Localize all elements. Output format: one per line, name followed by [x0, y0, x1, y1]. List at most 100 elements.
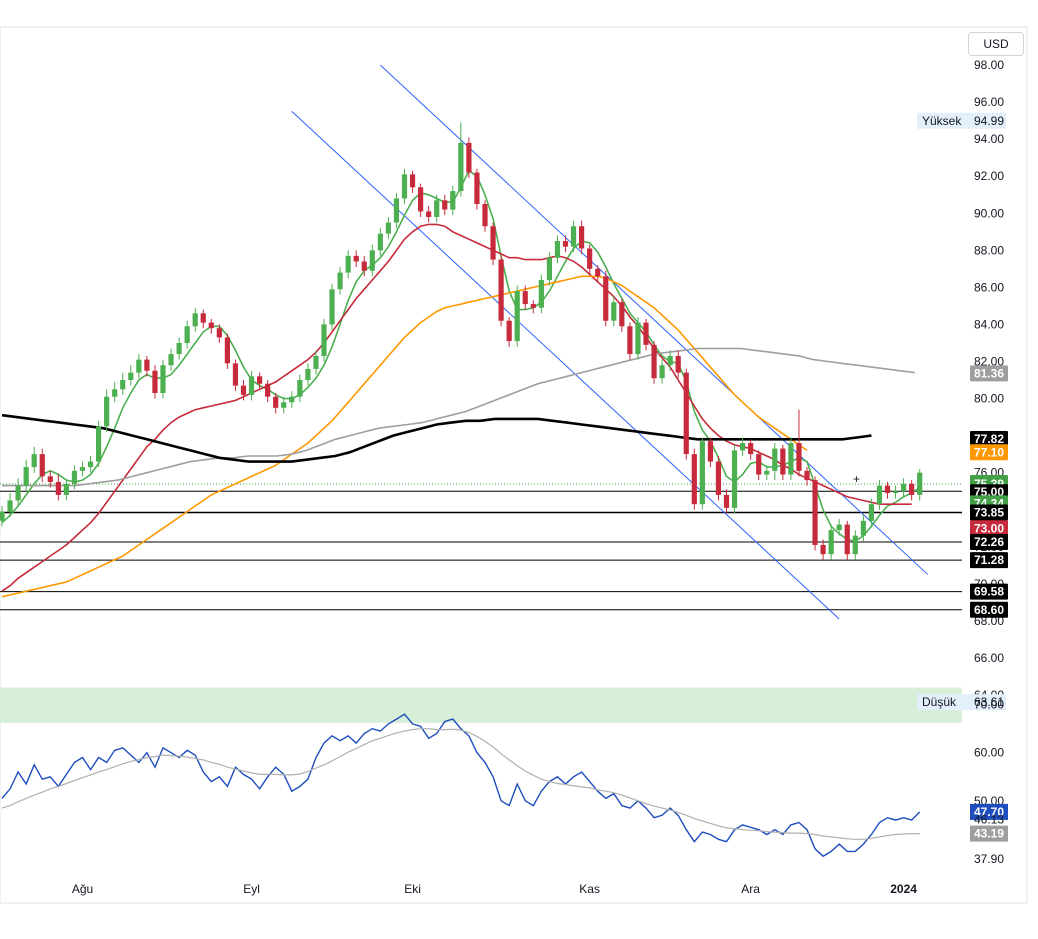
candle[interactable] — [812, 476, 818, 551]
candle[interactable] — [289, 391, 295, 408]
candle[interactable] — [7, 493, 13, 518]
candle[interactable] — [466, 137, 472, 179]
candle[interactable] — [208, 318, 214, 334]
rsi-line[interactable] — [1, 713, 921, 858]
ma-fast-line[interactable] — [1, 169, 921, 543]
candle[interactable] — [265, 380, 271, 403]
candle[interactable] — [868, 498, 874, 527]
candle[interactable] — [796, 409, 802, 477]
candle[interactable] — [514, 285, 520, 347]
candle[interactable] — [144, 355, 150, 377]
channel-line-1[interactable] — [291, 111, 840, 620]
candle[interactable] — [595, 265, 601, 282]
candle[interactable] — [305, 363, 311, 386]
support-zone[interactable] — [0, 687, 962, 723]
candle[interactable] — [377, 228, 383, 256]
candle[interactable] — [71, 465, 78, 490]
candle[interactable] — [715, 455, 722, 501]
ma-black-line[interactable] — [1, 413, 872, 463]
candle[interactable] — [112, 381, 118, 403]
candle[interactable] — [409, 170, 416, 193]
candle[interactable] — [361, 255, 367, 277]
candle[interactable] — [96, 420, 102, 468]
candle[interactable] — [667, 350, 673, 371]
candle[interactable] — [490, 222, 496, 266]
candle[interactable] — [892, 485, 899, 499]
candle[interactable] — [15, 478, 21, 507]
channel-line-0[interactable] — [380, 64, 929, 575]
candle[interactable] — [55, 474, 61, 501]
candle[interactable] — [603, 270, 609, 327]
candle[interactable] — [876, 480, 883, 510]
candle[interactable] — [691, 448, 697, 510]
candle[interactable] — [852, 530, 858, 560]
candle[interactable] — [136, 354, 142, 379]
candle[interactable] — [434, 194, 440, 223]
candle[interactable] — [160, 359, 166, 399]
candle[interactable] — [232, 359, 239, 392]
candle[interactable] — [740, 437, 746, 456]
candle[interactable] — [482, 200, 488, 232]
candle[interactable] — [192, 307, 198, 332]
candle[interactable] — [506, 317, 512, 347]
candle[interactable] — [47, 470, 53, 488]
candle[interactable] — [458, 122, 464, 197]
candle[interactable] — [273, 392, 279, 414]
candle[interactable] — [418, 183, 424, 217]
candle[interactable] — [828, 524, 834, 560]
candle[interactable] — [627, 322, 633, 360]
candle[interactable] — [909, 480, 915, 501]
candle[interactable] — [619, 298, 625, 332]
candle[interactable] — [772, 443, 778, 481]
candle[interactable] — [200, 309, 206, 329]
currency-button[interactable]: USD — [968, 32, 1024, 56]
candle[interactable] — [748, 439, 754, 460]
candle[interactable] — [442, 194, 448, 216]
candle[interactable] — [345, 250, 351, 279]
candle[interactable] — [530, 300, 536, 314]
candle[interactable] — [756, 450, 762, 481]
candle[interactable] — [538, 274, 544, 314]
candle[interactable] — [820, 539, 826, 560]
candle[interactable] — [675, 350, 681, 379]
candle[interactable] — [917, 468, 923, 501]
candle[interactable] — [184, 320, 190, 349]
candle[interactable] — [281, 396, 287, 414]
candle[interactable] — [248, 370, 255, 401]
candle[interactable] — [611, 296, 617, 327]
candle[interactable] — [0, 506, 5, 527]
candle[interactable] — [788, 437, 794, 481]
candle[interactable] — [498, 255, 504, 327]
ma-mid-line[interactable] — [1, 223, 912, 592]
candle[interactable] — [901, 478, 907, 497]
candle[interactable] — [651, 341, 657, 384]
candle[interactable] — [699, 437, 705, 510]
candle[interactable] — [587, 244, 593, 275]
candle[interactable] — [152, 365, 158, 399]
ma-orange-line[interactable] — [1, 275, 808, 598]
candle[interactable] — [579, 220, 585, 255]
candle[interactable] — [554, 235, 561, 264]
candle[interactable] — [426, 205, 432, 223]
candle[interactable] — [31, 446, 37, 473]
candle[interactable] — [329, 283, 335, 331]
candle[interactable] — [353, 250, 359, 268]
candle[interactable] — [570, 220, 577, 253]
candle[interactable] — [240, 380, 247, 401]
ma-gray-line[interactable] — [2, 347, 915, 487]
candle[interactable] — [884, 481, 891, 499]
candle[interactable] — [723, 489, 730, 514]
candle[interactable] — [393, 192, 400, 229]
candle[interactable] — [297, 374, 303, 403]
candle[interactable] — [401, 168, 408, 205]
candle[interactable] — [176, 337, 182, 360]
candle[interactable] — [128, 365, 134, 386]
candle[interactable] — [337, 267, 343, 295]
candle[interactable] — [562, 235, 569, 253]
candle[interactable] — [804, 467, 810, 486]
candle[interactable] — [120, 372, 126, 395]
candle[interactable] — [546, 252, 552, 286]
rsi-ma-line[interactable] — [1, 728, 920, 840]
candle[interactable] — [643, 318, 649, 351]
candle[interactable] — [87, 455, 94, 473]
